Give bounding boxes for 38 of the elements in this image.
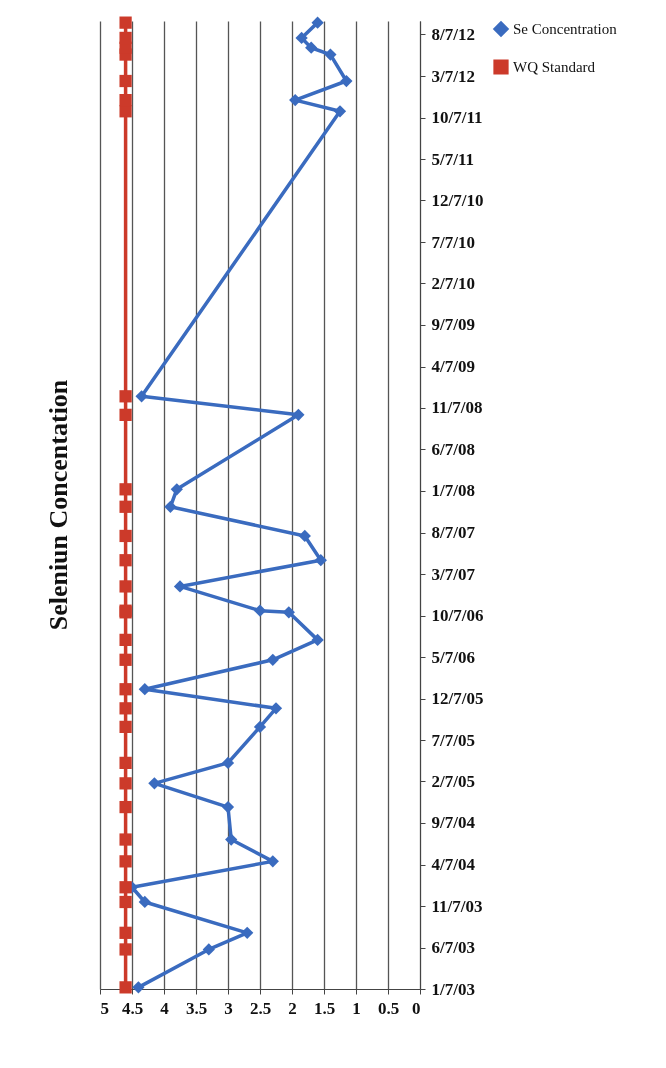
legend-label: WQ Standard [513, 59, 596, 75]
y-tick-label: 11/7/03 [431, 896, 483, 916]
y-tick-label: 10/7/06 [431, 606, 484, 626]
y-tick-label: 4/7/09 [431, 357, 475, 377]
y-tick-label: 12/7/05 [431, 689, 484, 709]
y-tick-label: 12/7/10 [431, 190, 484, 210]
x-tick-label: 5 [100, 998, 109, 1018]
y-tick-label: 5/7/06 [431, 647, 475, 667]
y-tick-label: 6/7/08 [431, 439, 475, 459]
y-tick-label: 7/7/05 [431, 730, 475, 750]
x-tick-label: 4.5 [121, 998, 144, 1018]
y-tick-label: 6/7/03 [431, 938, 475, 958]
y-tick-label: 9/7/09 [431, 315, 475, 335]
x-tick-label: 0 [412, 998, 421, 1018]
y-tick-label: 5/7/11 [431, 149, 475, 169]
x-tick-label: 1.5 [313, 998, 336, 1018]
x-tick-label: 4 [160, 998, 170, 1018]
y-tick-label: 10/7/11 [431, 108, 483, 128]
y-tick-label: 3/7/07 [431, 564, 476, 584]
y-tick-label: 7/7/10 [431, 232, 475, 252]
y-tick-label: 3/7/12 [431, 66, 475, 86]
y-tick-label: 1/7/08 [431, 481, 475, 501]
x-tick-label: 1 [352, 998, 361, 1018]
y-tick-label: 8/7/07 [431, 523, 476, 543]
x-tick-label: 3 [224, 998, 233, 1018]
y-tick-label: 2/7/05 [431, 771, 475, 791]
x-tick-label: 2.5 [249, 998, 272, 1018]
y-tick-label: 1/7/03 [431, 979, 475, 999]
x-tick-label: 0.5 [377, 998, 400, 1018]
text: Seleniun Concentation [43, 379, 73, 631]
y-tick-label: 4/7/04 [431, 855, 476, 875]
x-tick-label: 2 [288, 998, 297, 1018]
y-tick-label: 9/7/04 [431, 813, 476, 833]
legend-label: Se Concentration [513, 21, 618, 37]
y-tick-label: 2/7/10 [431, 273, 475, 293]
x-tick-label: 3.5 [185, 998, 208, 1018]
y-tick-label: 8/7/12 [431, 24, 475, 44]
y-tick-label: 11/7/08 [431, 398, 483, 418]
